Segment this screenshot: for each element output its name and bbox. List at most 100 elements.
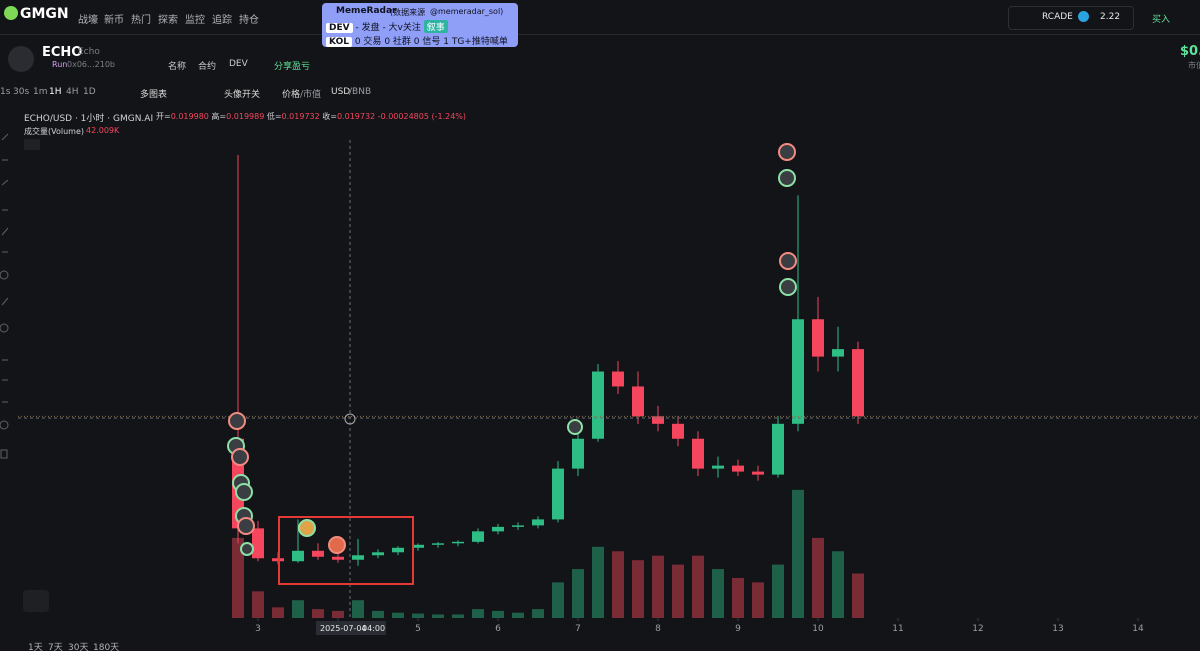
usd-toggle[interactable]: USD	[331, 87, 351, 97]
volume-bar	[512, 612, 524, 618]
memeradar-row: DEV - 发盘 - 大v关注 叙事	[326, 20, 448, 33]
candle-body	[372, 552, 384, 556]
interval[interactable]: 1D	[83, 87, 96, 97]
memeradar-row: KOL 0 交易 0 社群 0 信号 1 TG+推特喊单	[326, 34, 508, 47]
interval[interactable]: 1H	[49, 87, 62, 97]
token-address[interactable]: 0x06...210b	[67, 60, 115, 69]
account-box[interactable]	[1008, 6, 1134, 30]
nav-item[interactable]: 战壕	[78, 15, 98, 26]
bnb-toggle[interactable]: /BNB	[349, 87, 372, 97]
logo-icon	[4, 6, 18, 20]
candle-body	[612, 371, 624, 387]
collapse-button[interactable]	[24, 139, 40, 150]
ohlc-label: 开=	[156, 112, 171, 121]
nav-item[interactable]: 探索	[158, 15, 178, 26]
interval[interactable]: 30s	[13, 87, 30, 97]
nav-item[interactable]: 持仓	[239, 15, 259, 26]
logo[interactable]: GMGN	[20, 6, 69, 22]
nav-item[interactable]: 追踪	[212, 15, 232, 26]
account-name: RCADE	[1042, 12, 1073, 22]
volume-value: 42.009K	[86, 126, 120, 135]
price-toggle[interactable]: 价格	[282, 90, 301, 100]
multi-chart[interactable]: 多图表	[140, 90, 168, 100]
x-tick-label: 14	[1132, 624, 1144, 634]
token-link[interactable]: DEV	[229, 59, 248, 69]
memeradar-popup: MemeRadar (数据来源 @memeradar_sol) DEV - 发盘…	[322, 3, 518, 47]
volume-bar	[552, 582, 564, 618]
volume-bar	[692, 555, 704, 618]
trader-avatars	[227, 143, 797, 556]
share-pnl[interactable]: 分享盈亏	[274, 62, 311, 72]
ohlc-value: 0.019989	[226, 112, 265, 121]
memeradar-handle[interactable]: @memeradar_sol)	[430, 7, 504, 16]
info: - 发盘	[355, 23, 380, 33]
candle-body	[492, 526, 504, 532]
token-link[interactable]: 名称	[168, 62, 187, 72]
x-tick-label: 6	[495, 624, 501, 634]
info: 0 社群	[384, 37, 411, 47]
volume-bar	[252, 591, 264, 618]
volume-bar	[372, 610, 384, 618]
x-tick-label: 10	[812, 624, 824, 634]
x-tick-label: 5	[415, 624, 421, 634]
info: 1 TG+推特喊单	[443, 37, 508, 47]
ohlc-label: 收=	[322, 112, 337, 121]
volume-label: 成交量(Volume)	[24, 127, 84, 136]
interval[interactable]: 4H	[66, 87, 79, 97]
candle-body	[652, 416, 664, 424]
x-tick-label: 13	[1052, 624, 1063, 634]
info: 0 交易	[354, 37, 382, 47]
volume-bar	[392, 612, 404, 618]
top-bar: GMGN 战壕 新币 热门 探索 监控 追踪 持仓 MemeRadar (数据来…	[0, 0, 1200, 47]
volume-bar	[832, 551, 844, 618]
range-button[interactable]: 1天	[28, 643, 43, 651]
candle-body	[632, 386, 644, 417]
chart-toolbar: 1s 30s 1m 1H 4H 1D 多图表 头像开关 价格 /市值 USD /…	[0, 87, 1200, 101]
plot-area	[18, 154, 1200, 618]
volume-bar	[752, 582, 764, 618]
volume-bar	[672, 564, 684, 618]
nav-item[interactable]: 监控	[185, 15, 205, 26]
token-link[interactable]: 合约	[198, 62, 217, 72]
memeradar-source: (数据来源	[390, 8, 426, 17]
volume-bar	[492, 610, 504, 618]
buy-button[interactable]: 买入	[1152, 15, 1171, 25]
volume-bar	[792, 489, 804, 618]
candle-body	[412, 544, 424, 548]
legend-pair: ECHO/USD · 1小时 · GMGN.AI	[24, 114, 154, 124]
candle-body	[672, 423, 684, 439]
nav-item[interactable]: 新币	[104, 15, 124, 26]
volume-bar	[272, 607, 284, 618]
interval[interactable]: 1s	[0, 87, 11, 97]
candle-body	[512, 525, 524, 527]
range-button[interactable]: 7天	[48, 643, 63, 651]
volume-bar	[812, 537, 824, 618]
ohlc-label: 高=	[211, 112, 227, 121]
tv-logo	[23, 590, 49, 612]
candle-body	[552, 468, 564, 520]
badge: DEV	[326, 23, 353, 33]
range-button[interactable]: 30天	[68, 643, 88, 651]
crosshair-time: 04:00	[362, 624, 385, 633]
avatar-toggle[interactable]: 头像开关	[224, 90, 261, 100]
candle-body	[812, 319, 824, 357]
volume-bar	[852, 573, 864, 618]
range-button[interactable]: 180天	[93, 643, 119, 651]
crosshair-center	[344, 413, 356, 425]
token-symbol: ECHO	[42, 45, 83, 60]
x-tick-label: 8	[655, 624, 661, 634]
crosshair-label-bg	[316, 621, 386, 635]
memeradar-title: MemeRadar	[336, 6, 397, 16]
volume-bar	[472, 609, 484, 618]
mcap-toggle[interactable]: /市值	[300, 90, 322, 100]
candle-body	[832, 349, 844, 357]
volume-bar	[312, 609, 324, 618]
volume-bar	[432, 614, 444, 618]
interval[interactable]: 1m	[33, 87, 48, 97]
market-cap-label: 市值	[1188, 61, 1200, 70]
token-name: Echo	[78, 47, 100, 57]
account-balance: 2.22	[1100, 12, 1121, 22]
x-tick-label: 9	[735, 624, 741, 634]
nav-item[interactable]: 热门	[131, 15, 151, 26]
